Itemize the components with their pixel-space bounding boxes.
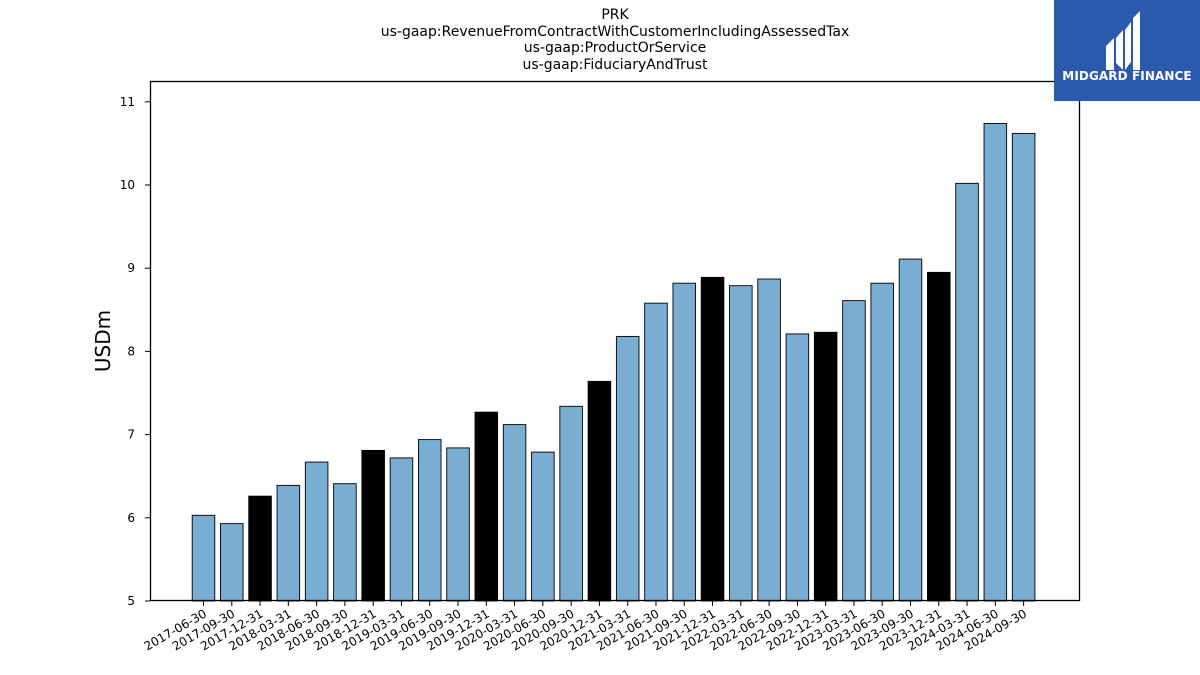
bar-2024-06-30 bbox=[983, 122, 1008, 602]
bar-2023-06-30 bbox=[870, 282, 894, 602]
bar-2018-03-31 bbox=[276, 484, 301, 602]
bar-2020-09-30 bbox=[559, 405, 583, 602]
bar-2020-03-31 bbox=[502, 424, 527, 602]
bar-2018-12-31 bbox=[361, 449, 385, 602]
bar-2021-06-30 bbox=[644, 302, 668, 602]
chart-title-axis: us-gaap:ProductOrService bbox=[523, 40, 707, 56]
bar-2017-12-31 bbox=[248, 495, 272, 602]
bar-2021-03-31 bbox=[615, 335, 640, 602]
y-axis-label: USDm bbox=[91, 310, 115, 372]
bar-2021-12-31 bbox=[700, 276, 725, 602]
y-tick-label: 10 bbox=[120, 178, 135, 192]
bars-group bbox=[191, 122, 1036, 602]
bar-2023-12-31 bbox=[927, 271, 951, 602]
y-axis: 5 6 7 8 9 10 11 bbox=[120, 95, 150, 608]
bar-2021-09-30 bbox=[672, 282, 697, 602]
bar-2022-03-31 bbox=[729, 285, 753, 602]
y-tick-label: 7 bbox=[127, 428, 135, 442]
chart-title: PRK us-gaap:RevenueFromContractWithCusto… bbox=[150, 7, 1080, 73]
bar-2018-09-30 bbox=[333, 483, 357, 602]
brand-logo: MIDGARD FINANCE bbox=[1054, 0, 1200, 101]
bar-2019-12-31 bbox=[474, 411, 499, 602]
chart-title-ticker: PRK bbox=[601, 7, 629, 23]
y-tick-label: 11 bbox=[120, 95, 135, 109]
y-tick-label: 8 bbox=[127, 344, 135, 358]
chart-title-concept: us-gaap:RevenueFromContractWithCustomerI… bbox=[380, 23, 850, 40]
bar-2019-09-30 bbox=[446, 447, 470, 602]
bar-2017-09-30 bbox=[220, 523, 244, 602]
bar-2022-09-30 bbox=[785, 333, 810, 602]
bar-2020-06-30 bbox=[531, 451, 555, 602]
y-tick-label: 6 bbox=[127, 511, 135, 525]
bar-2019-03-31 bbox=[389, 457, 414, 602]
x-axis: 2017-06-302017-09-302017-12-312018-03-31… bbox=[142, 601, 1029, 653]
y-tick-label: 9 bbox=[127, 261, 135, 275]
bar-2019-06-30 bbox=[417, 439, 442, 602]
bar-2023-03-31 bbox=[842, 300, 866, 602]
bar-2023-09-30 bbox=[898, 258, 923, 602]
bar-2020-12-31 bbox=[587, 380, 612, 602]
bar-2024-09-30 bbox=[1011, 132, 1036, 602]
plot-frame bbox=[149, 80, 1081, 602]
bar-2024-03-31 bbox=[955, 182, 979, 602]
bar-2018-06-30 bbox=[304, 461, 329, 602]
bar-2022-12-31 bbox=[813, 331, 838, 602]
midgard-logo-icon bbox=[1106, 11, 1140, 70]
bar-2022-06-30 bbox=[757, 278, 781, 602]
y-tick-label: 5 bbox=[127, 594, 135, 608]
chart-title-member: us-gaap:FiduciaryAndTrust bbox=[522, 56, 708, 73]
bar-2017-06-30 bbox=[191, 514, 216, 602]
brand-name: MIDGARD FINANCE bbox=[1062, 69, 1192, 83]
